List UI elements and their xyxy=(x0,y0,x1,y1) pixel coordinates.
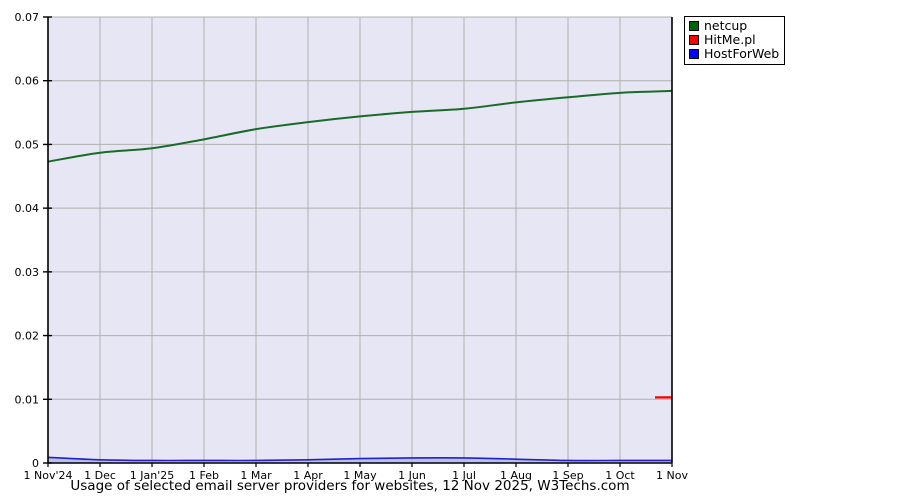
y-axis-ticks: 0 0.01 0.02 0.03 0.04 0.05 0.06 0.07 xyxy=(15,11,52,470)
svg-text:0.04: 0.04 xyxy=(15,202,40,215)
svg-text:1 Sep: 1 Sep xyxy=(552,469,583,482)
chart-legend: netcup HitMe.pl HostForWeb xyxy=(684,16,786,65)
legend-item-hitme: HitMe.pl xyxy=(689,33,779,47)
svg-text:0.03: 0.03 xyxy=(15,266,40,279)
svg-text:1 Nov'24: 1 Nov'24 xyxy=(24,469,73,482)
legend-swatch-hostforweb xyxy=(689,49,699,59)
svg-text:1 Jun: 1 Jun xyxy=(398,469,426,482)
x-axis-ticks: 1 Nov'24 1 Dec 1 Jan'25 1 Feb 1 Mar 1 Apr 1 Ma… xyxy=(24,463,688,482)
legend-swatch-netcup xyxy=(689,21,699,31)
svg-text:1 Oct: 1 Oct xyxy=(605,469,635,482)
legend-item-hostforweb: HostForWeb xyxy=(689,47,779,61)
legend-label-hostforweb: HostForWeb xyxy=(704,46,780,61)
svg-text:0.05: 0.05 xyxy=(15,138,40,151)
svg-text:1 Feb: 1 Feb xyxy=(189,469,219,482)
legend-label-hitme: HitMe.pl xyxy=(704,32,756,47)
svg-text:0.07: 0.07 xyxy=(15,11,40,24)
svg-text:1 Apr: 1 Apr xyxy=(293,469,323,482)
chart-caption: Usage of selected email server providers… xyxy=(70,478,630,494)
legend-item-netcup: netcup xyxy=(689,19,779,33)
svg-text:1 Jan'25: 1 Jan'25 xyxy=(130,469,174,482)
svg-text:1 Nov: 1 Nov xyxy=(656,469,688,482)
svg-text:1 Jul: 1 Jul xyxy=(452,469,476,482)
legend-swatch-hitme xyxy=(689,35,699,45)
svg-text:0.06: 0.06 xyxy=(15,75,40,88)
svg-text:1 Dec: 1 Dec xyxy=(84,469,116,482)
svg-text:1 Mar: 1 Mar xyxy=(240,469,272,482)
svg-text:0.01: 0.01 xyxy=(15,393,40,406)
svg-text:1 Aug: 1 Aug xyxy=(500,469,532,482)
legend-label-netcup: netcup xyxy=(704,18,748,33)
svg-text:1 May: 1 May xyxy=(343,469,377,482)
svg-text:0: 0 xyxy=(32,457,39,470)
svg-text:0.02: 0.02 xyxy=(15,330,40,343)
data-series-layer xyxy=(47,89,673,463)
